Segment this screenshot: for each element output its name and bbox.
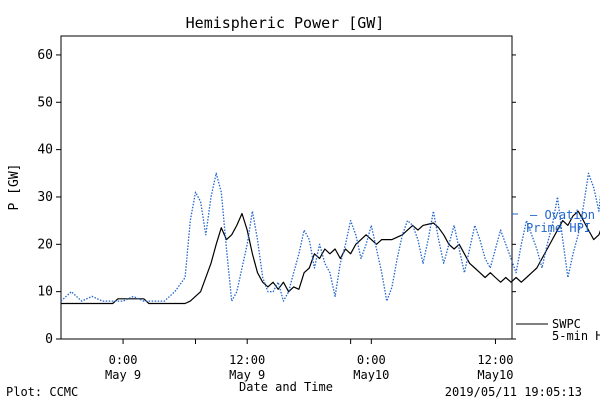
x-tick-time-label: 12:00 — [477, 353, 513, 367]
chart-title: Hemispheric Power [GW] — [186, 14, 385, 32]
series-swpc-hpi-line — [61, 210, 600, 305]
x-tick-time-label: 12:00 — [229, 353, 265, 367]
x-tick-date-label: May10 — [353, 368, 389, 382]
y-tick-label: 30 — [37, 190, 53, 205]
legend-swpc: SWPC 5-min HPI — [516, 317, 600, 343]
x-tick-time-label: 0:00 — [109, 353, 138, 367]
y-tick-label: 10 — [37, 285, 53, 300]
plot-timestamp: 2019/05/11 19:05:13 — [445, 385, 582, 399]
y-tick-label: 20 — [37, 237, 53, 252]
y-tick-label: 0 — [45, 332, 53, 347]
y-tick-label: 60 — [37, 48, 53, 63]
x-axis-label: Date and Time — [239, 380, 333, 394]
x-tick-date-label: May10 — [477, 368, 513, 382]
plot-area-frame — [60, 35, 513, 340]
plot-credit: Plot: CCMC — [6, 385, 78, 399]
y-axis-label: P [GW] — [7, 164, 22, 211]
legend-swpc-label-line1: SWPC — [552, 317, 581, 331]
series-layer — [60, 172, 600, 305]
series-ovation-prime-line — [60, 172, 600, 302]
legend-ovation-label-line1: — Ovation — [530, 208, 595, 222]
legend-ovation-label-line2: Prime HPI — [526, 221, 591, 235]
y-tick-label: 40 — [37, 143, 53, 158]
x-tick-date-label: May 9 — [105, 368, 141, 382]
x-tick-time-label: 0:00 — [357, 353, 386, 367]
legend-ovation: — Ovation Prime HPI — [512, 208, 595, 235]
x-tick-date-label: May 9 — [229, 368, 265, 382]
legend-swpc-label-line2: 5-min HPI — [552, 329, 600, 343]
y-axis: 0 10 20 30 40 50 60 — [37, 48, 516, 347]
y-tick-label: 50 — [37, 95, 53, 110]
